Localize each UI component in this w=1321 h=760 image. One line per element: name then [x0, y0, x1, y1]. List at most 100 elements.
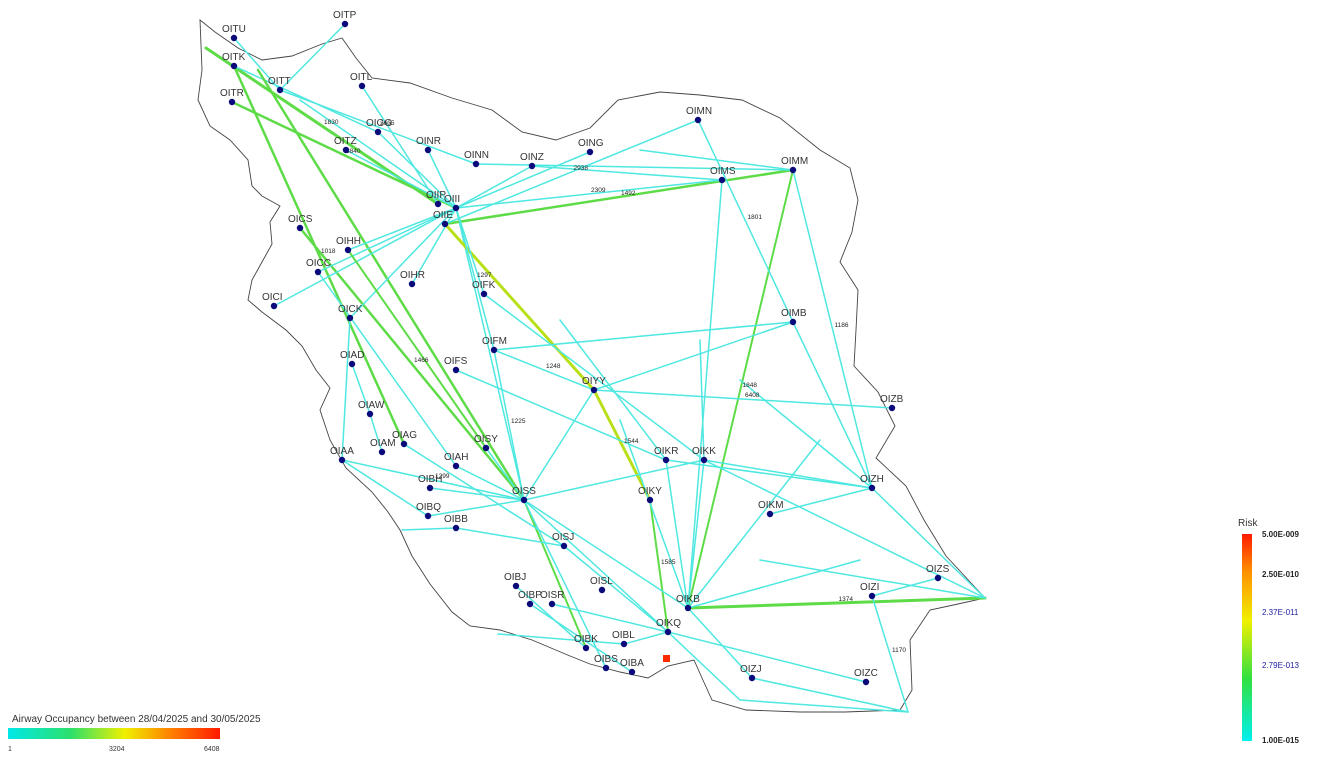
airport-oick[interactable]: OICK — [338, 304, 363, 322]
airport-marker[interactable] — [868, 484, 876, 492]
airport-oisj[interactable]: OISJ — [552, 532, 574, 550]
airport-oitp[interactable]: OITP — [333, 10, 357, 28]
airport-marker[interactable] — [296, 224, 304, 232]
airport-marker[interactable] — [341, 20, 349, 28]
airport-oiss[interactable]: OISS — [512, 486, 536, 504]
airport-marker[interactable] — [338, 456, 346, 464]
airport-oiip[interactable]: OIIP — [426, 190, 446, 208]
airport-oiky[interactable]: OIKY — [638, 486, 662, 504]
airport-marker[interactable] — [868, 592, 876, 600]
airport-marker[interactable] — [512, 582, 520, 590]
airport-oihr[interactable]: OIHR — [400, 270, 425, 288]
airport-marker[interactable] — [602, 664, 610, 672]
airport-marker[interactable] — [560, 542, 568, 550]
airport-oibs[interactable]: OIBS — [594, 654, 618, 672]
airport-oigg[interactable]: OIGG — [366, 118, 392, 136]
airport-oicc[interactable]: OICC — [306, 258, 331, 276]
airport-marker[interactable] — [426, 484, 434, 492]
airport-marker[interactable] — [520, 496, 528, 504]
airport-marker[interactable] — [408, 280, 416, 288]
airport-oibl[interactable]: OIBL — [612, 630, 635, 648]
airport-oibq[interactable]: OIBQ — [416, 502, 441, 520]
airport-oibp[interactable]: OIBP — [518, 590, 542, 608]
airport-oikq[interactable]: OIKQ — [656, 618, 681, 636]
airport-oisr[interactable]: OISR — [540, 590, 564, 608]
airport-oiaa[interactable]: OIAA — [330, 446, 354, 464]
airport-marker[interactable] — [684, 604, 692, 612]
airport-oimm[interactable]: OIMM — [781, 156, 808, 174]
airport-oibb[interactable]: OIBB — [444, 514, 468, 532]
airport-oikb[interactable]: OIKB — [676, 594, 700, 612]
airport-marker[interactable] — [228, 98, 236, 106]
airport-oing[interactable]: OING — [578, 138, 604, 156]
airport-oinr[interactable]: OINR — [416, 136, 441, 154]
airport-oitu[interactable]: OITU — [222, 24, 246, 42]
airport-oizi[interactable]: OIZI — [860, 582, 879, 600]
airport-oitl[interactable]: OITL — [350, 72, 373, 90]
airport-oizs[interactable]: OIZS — [926, 564, 950, 582]
airport-oikm[interactable]: OIKM — [758, 500, 784, 518]
airport-oibj[interactable]: OIBJ — [504, 572, 526, 590]
airport-marker[interactable] — [276, 86, 284, 94]
airport-oimn[interactable]: OIMN — [686, 106, 712, 124]
airport-oifs[interactable]: OIFS — [444, 356, 468, 374]
airport-oiag[interactable]: OIAG — [392, 430, 417, 448]
airport-marker[interactable] — [664, 628, 672, 636]
airport-oiad[interactable]: OIAD — [340, 350, 364, 368]
airport-oizj[interactable]: OIZJ — [740, 664, 762, 682]
airport-marker[interactable] — [424, 146, 432, 154]
airport-oitz[interactable]: OITZ — [334, 136, 357, 154]
airport-oihh[interactable]: OIHH — [336, 236, 361, 254]
airport-oimb[interactable]: OIMB — [781, 308, 807, 326]
airport-oiba[interactable]: OIBA — [620, 658, 644, 676]
airport-oizh[interactable]: OIZH — [860, 474, 884, 492]
airport-oikk[interactable]: OIKK — [692, 446, 716, 464]
airport-oitt[interactable]: OITT — [268, 76, 291, 94]
airport-marker[interactable] — [452, 524, 460, 532]
airport-marker[interactable] — [441, 220, 449, 228]
airport-marker[interactable] — [366, 410, 374, 418]
airport-marker[interactable] — [888, 404, 896, 412]
airport-marker[interactable] — [586, 148, 594, 156]
airport-marker[interactable] — [526, 600, 534, 608]
airport-marker[interactable] — [662, 456, 670, 464]
airport-marker[interactable] — [270, 302, 278, 310]
airport-oifm[interactable]: OIFM — [482, 336, 507, 354]
airport-marker[interactable] — [230, 62, 238, 70]
airport-oinn[interactable]: OINN — [464, 150, 489, 168]
airport-marker[interactable] — [480, 290, 488, 298]
airport-marker[interactable] — [862, 678, 870, 686]
airport-oibk[interactable]: OIBK — [574, 634, 598, 652]
airport-marker[interactable] — [934, 574, 942, 582]
airport-marker[interactable] — [314, 268, 322, 276]
airport-marker[interactable] — [620, 640, 628, 648]
airport-oikr[interactable]: OIKR — [654, 446, 678, 464]
airport-marker[interactable] — [230, 34, 238, 42]
airport-marker[interactable] — [378, 448, 386, 456]
airport-marker[interactable] — [344, 246, 352, 254]
airport-marker[interactable] — [718, 176, 726, 184]
airport-oims[interactable]: OIMS — [710, 166, 736, 184]
airport-oifk[interactable]: OIFK — [472, 280, 496, 298]
airport-marker[interactable] — [582, 644, 590, 652]
airport-marker[interactable] — [490, 346, 498, 354]
airport-marker[interactable] — [374, 128, 382, 136]
airport-marker[interactable] — [348, 360, 356, 368]
airport-marker[interactable] — [342, 146, 350, 154]
airport-oiii[interactable]: OIII — [444, 194, 460, 212]
airport-marker[interactable] — [472, 160, 480, 168]
airport-oiaw[interactable]: OIAW — [358, 400, 385, 418]
airport-marker[interactable] — [452, 204, 460, 212]
airport-marker[interactable] — [548, 600, 556, 608]
airport-marker[interactable] — [694, 116, 702, 124]
airport-oics[interactable]: OICS — [288, 214, 313, 232]
airport-oici[interactable]: OICI — [262, 292, 283, 310]
airport-marker[interactable] — [424, 512, 432, 520]
airport-marker[interactable] — [766, 510, 774, 518]
airport-marker[interactable] — [482, 444, 490, 452]
airport-marker[interactable] — [452, 462, 460, 470]
airport-oisy[interactable]: OISY — [474, 434, 498, 452]
airport-marker[interactable] — [358, 82, 366, 90]
airport-oiam[interactable]: OIAM — [370, 438, 396, 456]
airport-oinz[interactable]: OINZ — [520, 152, 544, 170]
